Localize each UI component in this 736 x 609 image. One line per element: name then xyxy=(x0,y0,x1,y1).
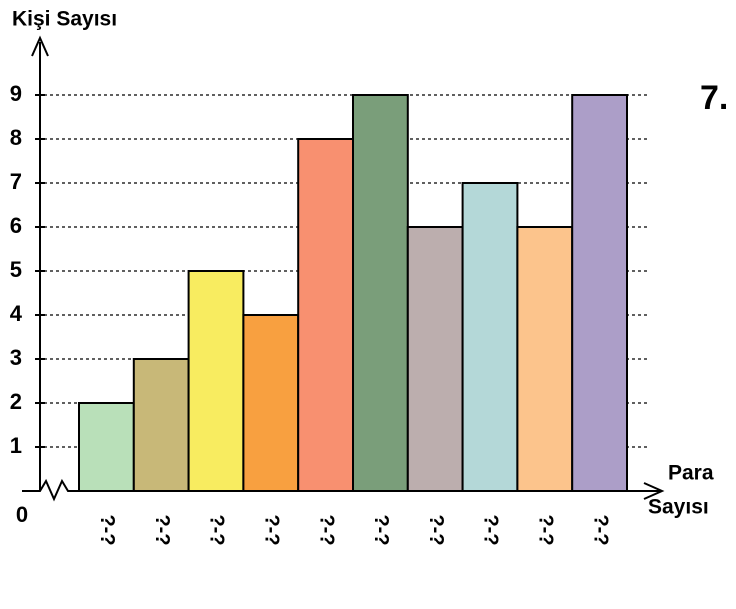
y-tick-label: 4 xyxy=(10,301,23,326)
y-tick-label: 5 xyxy=(10,257,22,282)
bar xyxy=(352,94,409,492)
bar xyxy=(242,314,300,492)
bar xyxy=(571,94,629,492)
y-tick-label: 1 xyxy=(10,433,22,458)
x-axis-label: Para xyxy=(668,462,714,485)
x-axis xyxy=(22,478,660,502)
chart-title: 7. xyxy=(700,79,728,117)
x-tick-label: ?-? xyxy=(206,514,228,545)
y-tick-label: 7 xyxy=(10,169,22,194)
x-tick-label: ?-? xyxy=(480,514,502,545)
y-tick-label: 9 xyxy=(10,81,22,106)
bar xyxy=(78,402,135,492)
axes xyxy=(22,35,665,502)
x-axis-arrow xyxy=(643,482,665,500)
y-tick-label: 2 xyxy=(10,389,22,414)
bar xyxy=(297,138,355,492)
x-tick-label: ?-? xyxy=(535,514,557,545)
bar xyxy=(516,226,574,492)
y-axis-label: Kişi Sayısı xyxy=(12,8,117,31)
x-tick-label: ?-? xyxy=(315,514,337,545)
x-tick-label: ?-? xyxy=(96,514,118,545)
x-tick-label: ?-? xyxy=(151,514,173,545)
bar xyxy=(406,226,464,492)
y-tick-label: 3 xyxy=(10,345,22,370)
y-tick-label: 6 xyxy=(10,213,22,238)
x-tick-label: ?-? xyxy=(370,514,392,545)
bar xyxy=(187,270,245,492)
y-tick-label: 0 xyxy=(16,502,28,527)
x-tick-label: ?-? xyxy=(425,514,447,545)
y-tick-label: 8 xyxy=(10,125,22,150)
bar xyxy=(461,182,519,492)
x-tick-label: ?-? xyxy=(261,514,283,545)
x-tick-label: ?-? xyxy=(589,514,611,545)
bar xyxy=(132,358,190,492)
y-axis-arrow xyxy=(31,35,49,57)
x-axis-label: Sayısı xyxy=(648,496,709,519)
